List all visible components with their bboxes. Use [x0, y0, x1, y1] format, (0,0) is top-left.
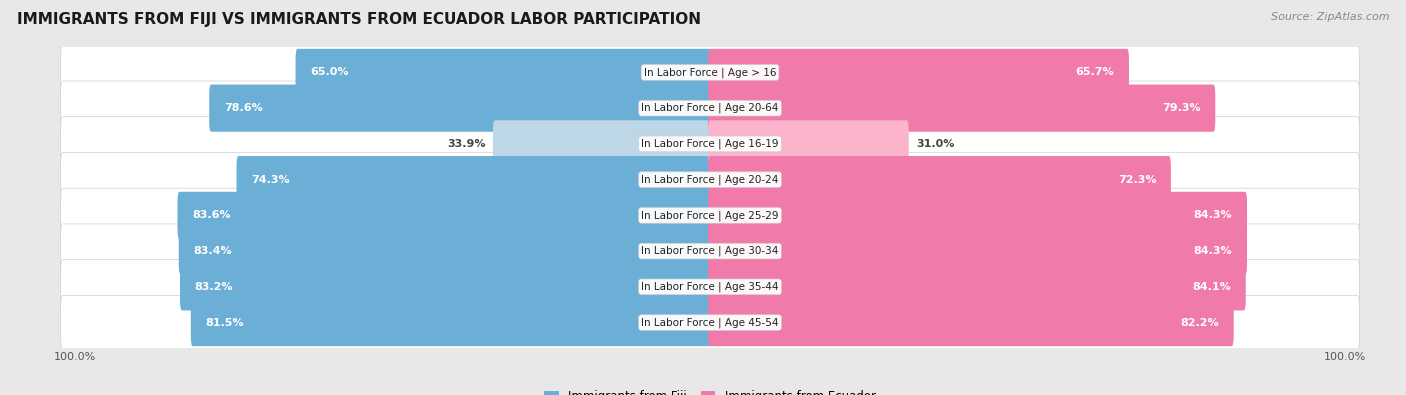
Text: In Labor Force | Age 25-29: In Labor Force | Age 25-29 [641, 210, 779, 221]
FancyBboxPatch shape [177, 192, 711, 239]
FancyBboxPatch shape [60, 45, 1360, 100]
Text: In Labor Force | Age 16-19: In Labor Force | Age 16-19 [641, 139, 779, 149]
FancyBboxPatch shape [709, 263, 1246, 310]
Text: 78.6%: 78.6% [224, 103, 263, 113]
Text: 79.3%: 79.3% [1163, 103, 1201, 113]
FancyBboxPatch shape [60, 117, 1360, 171]
Text: 84.3%: 84.3% [1194, 211, 1233, 220]
Text: 65.7%: 65.7% [1076, 68, 1115, 77]
Text: 84.1%: 84.1% [1192, 282, 1232, 292]
Text: 72.3%: 72.3% [1118, 175, 1156, 184]
FancyBboxPatch shape [236, 156, 711, 203]
FancyBboxPatch shape [709, 156, 1171, 203]
Text: IMMIGRANTS FROM FIJI VS IMMIGRANTS FROM ECUADOR LABOR PARTICIPATION: IMMIGRANTS FROM FIJI VS IMMIGRANTS FROM … [17, 12, 700, 27]
FancyBboxPatch shape [60, 260, 1360, 314]
Text: In Labor Force | Age 45-54: In Labor Force | Age 45-54 [641, 317, 779, 328]
FancyBboxPatch shape [60, 188, 1360, 243]
Text: 31.0%: 31.0% [917, 139, 955, 149]
Text: 74.3%: 74.3% [252, 175, 290, 184]
FancyBboxPatch shape [60, 81, 1360, 135]
Text: 33.9%: 33.9% [447, 139, 485, 149]
FancyBboxPatch shape [709, 85, 1215, 132]
FancyBboxPatch shape [191, 299, 711, 346]
Text: In Labor Force | Age 35-44: In Labor Force | Age 35-44 [641, 282, 779, 292]
Text: In Labor Force | Age 30-34: In Labor Force | Age 30-34 [641, 246, 779, 256]
Text: 83.6%: 83.6% [193, 211, 231, 220]
FancyBboxPatch shape [709, 49, 1129, 96]
Text: In Labor Force | Age 20-24: In Labor Force | Age 20-24 [641, 174, 779, 185]
Text: 81.5%: 81.5% [205, 318, 243, 327]
Text: In Labor Force | Age > 16: In Labor Force | Age > 16 [644, 67, 776, 78]
FancyBboxPatch shape [180, 263, 711, 310]
FancyBboxPatch shape [494, 120, 711, 167]
Text: 82.2%: 82.2% [1181, 318, 1219, 327]
Text: 83.4%: 83.4% [194, 246, 232, 256]
Text: In Labor Force | Age 20-64: In Labor Force | Age 20-64 [641, 103, 779, 113]
Text: Source: ZipAtlas.com: Source: ZipAtlas.com [1271, 12, 1389, 22]
Text: 83.2%: 83.2% [194, 282, 233, 292]
Legend: Immigrants from Fiji, Immigrants from Ecuador: Immigrants from Fiji, Immigrants from Ec… [540, 385, 880, 395]
FancyBboxPatch shape [295, 49, 711, 96]
FancyBboxPatch shape [709, 120, 908, 167]
FancyBboxPatch shape [709, 228, 1247, 275]
Text: 65.0%: 65.0% [311, 68, 349, 77]
FancyBboxPatch shape [209, 85, 711, 132]
FancyBboxPatch shape [709, 192, 1247, 239]
FancyBboxPatch shape [60, 224, 1360, 278]
Text: 84.3%: 84.3% [1194, 246, 1233, 256]
FancyBboxPatch shape [179, 228, 711, 275]
FancyBboxPatch shape [60, 152, 1360, 207]
FancyBboxPatch shape [709, 299, 1233, 346]
FancyBboxPatch shape [60, 295, 1360, 350]
